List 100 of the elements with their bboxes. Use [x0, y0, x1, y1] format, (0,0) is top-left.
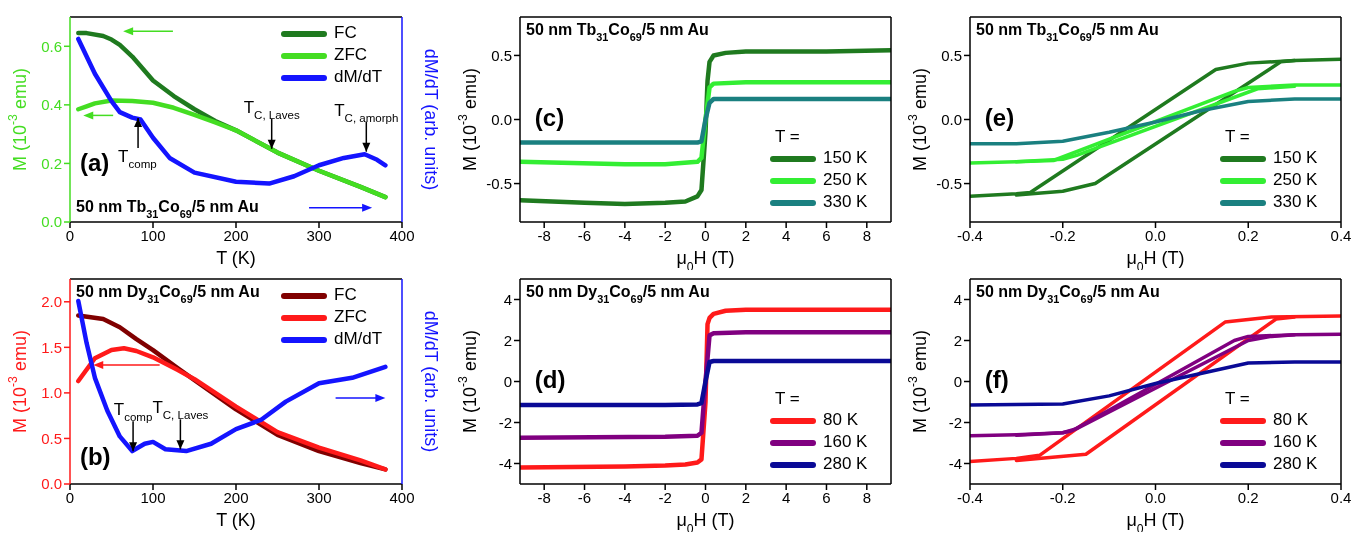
annotation: (a) — [79, 148, 110, 176]
legend-label: 80 K — [1273, 410, 1309, 430]
x-tick-label: 300 — [306, 226, 332, 244]
y-axis-title: dM/dT (arb. units) — [421, 48, 442, 191]
y-tick-label: 0.0 — [41, 475, 62, 493]
y-tick-label: -4 — [498, 454, 512, 472]
x-tick-label: 0.0 — [1145, 488, 1166, 506]
legend-label: 280 K — [1273, 454, 1319, 474]
x-tick-label: -4 — [618, 488, 632, 506]
y-tick-label: 0.0 — [941, 110, 962, 128]
y-tick-label: 0.4 — [41, 96, 62, 114]
annotation: T$_{comp}$ — [118, 147, 157, 171]
x-axis-title: T (K) — [216, 510, 256, 530]
legend-title: T = — [1225, 389, 1250, 408]
x-tick-label: -0.4 — [957, 226, 983, 244]
x-tick-label: 0 — [65, 226, 75, 244]
x-tick-label: 400 — [389, 488, 415, 506]
x-tick-label: 8 — [862, 488, 871, 506]
legend-label: 250 K — [1273, 170, 1319, 190]
x-tick-label: 200 — [223, 226, 249, 244]
legend-title: T = — [775, 127, 800, 146]
chart-title: 50 nm Tb$_{31}$Co$_{69}$/5 nm Au — [526, 21, 709, 43]
annotation: T$_{comp}$ — [113, 400, 153, 424]
x-tick-label: 2 — [741, 488, 750, 506]
y-tick-label: -2 — [948, 413, 962, 431]
y-tick-label: 2 — [953, 331, 962, 349]
annotation: (f) — [984, 365, 1009, 393]
legend-label: 330 K — [823, 192, 869, 212]
x-tick-label: 0 — [701, 488, 710, 506]
legend-label: ZFC — [334, 307, 368, 327]
legend-label: 150 K — [1273, 148, 1319, 168]
annotation: (d) — [534, 365, 566, 393]
legend-label: FC — [334, 23, 357, 43]
legend-title: T = — [1225, 127, 1250, 146]
y-tick-label: 1.0 — [41, 384, 62, 402]
y-tick-label: 4 — [953, 290, 962, 308]
y-tick-label: 0 — [953, 372, 962, 390]
annotation: T$_{C, Laves}$ — [152, 398, 209, 422]
y-tick-label: 1.5 — [41, 338, 62, 356]
x-tick-label: -4 — [618, 226, 632, 244]
y-axis-title: dM/dT (arb. units) — [421, 310, 442, 453]
x-tick-label: 100 — [140, 226, 166, 244]
legend-title: T = — [775, 389, 800, 408]
y-tick-label: 2.0 — [41, 293, 62, 311]
legend-label: 150 K — [823, 148, 869, 168]
x-tick-label: -2 — [658, 226, 672, 244]
legend-label: 330 K — [1273, 192, 1319, 212]
annotation: (c) — [534, 103, 565, 131]
legend-label: ZFC — [334, 45, 368, 65]
x-tick-label: -2 — [658, 488, 672, 506]
y-tick-label: -2 — [498, 413, 512, 431]
text: 50 nm Tb$_{31}$Co$_{69}$/5 nm Au — [76, 198, 259, 220]
y-tick-label: 0.2 — [41, 154, 62, 172]
annotation: (e) — [984, 103, 1015, 131]
legend-label: 160 K — [823, 432, 869, 452]
chart-title: 50 nm Dy$_{31}$Co$_{69}$/5 nm Au — [526, 283, 710, 305]
y-tick-label: -0.5 — [486, 174, 512, 192]
x-tick-label: 4 — [781, 488, 791, 506]
x-tick-label: 0 — [65, 488, 75, 506]
x-tick-label: 6 — [822, 226, 831, 244]
annotation: (b) — [79, 443, 111, 471]
x-tick-label: 0 — [701, 226, 710, 244]
y-tick-label: 0.5 — [41, 429, 62, 447]
y-tick-label: -0.5 — [936, 174, 962, 192]
x-tick-label: 2 — [741, 226, 750, 244]
x-tick-label: -6 — [577, 488, 592, 506]
legend-label: FC — [334, 285, 357, 305]
x-tick-label: -8 — [537, 226, 551, 244]
chart-title: 50 nm Dy$_{31}$Co$_{69}$/5 nm Au — [76, 283, 260, 305]
legend-label: 80 K — [823, 410, 859, 430]
y-tick-label: 4 — [503, 290, 512, 308]
x-tick-label: 0.4 — [1330, 226, 1352, 244]
legend-label: 160 K — [1273, 432, 1319, 452]
y-tick-label: 0.0 — [41, 213, 62, 231]
chart-title: 50 nm Dy$_{31}$Co$_{69}$/5 nm Au — [976, 283, 1160, 305]
y-tick-label: 0.6 — [41, 37, 62, 55]
x-tick-label: 300 — [306, 488, 332, 506]
x-tick-label: 0.2 — [1237, 488, 1259, 506]
x-tick-label: -0.2 — [1049, 226, 1076, 244]
y-tick-label: 0.5 — [941, 46, 962, 64]
y-tick-label: 0 — [503, 372, 512, 390]
x-tick-label: -0.4 — [957, 488, 983, 506]
x-tick-label: 0.2 — [1237, 226, 1259, 244]
x-tick-label: 8 — [862, 226, 871, 244]
legend-label: 250 K — [823, 170, 869, 190]
x-tick-label: 0.4 — [1330, 488, 1352, 506]
annotation: T$_{C, Laves}$ — [243, 97, 300, 121]
x-tick-label: 6 — [822, 488, 831, 506]
x-tick-label: 400 — [389, 226, 415, 244]
y-tick-label: 0.0 — [491, 110, 512, 128]
chart-title: 50 nm Tb$_{31}$Co$_{69}$/5 nm Au — [976, 21, 1159, 43]
legend-label: dM/dT — [334, 67, 383, 87]
y-tick-label: -4 — [948, 454, 962, 472]
x-axis-title: T (K) — [216, 248, 256, 268]
legend-label: 280 K — [823, 454, 869, 474]
x-tick-label: 200 — [223, 488, 249, 506]
x-tick-label: -0.2 — [1049, 488, 1076, 506]
y-tick-label: 0.5 — [491, 46, 512, 64]
annotation: T$_{C, amorph}$ — [334, 100, 399, 124]
y-tick-label: 2 — [503, 331, 512, 349]
